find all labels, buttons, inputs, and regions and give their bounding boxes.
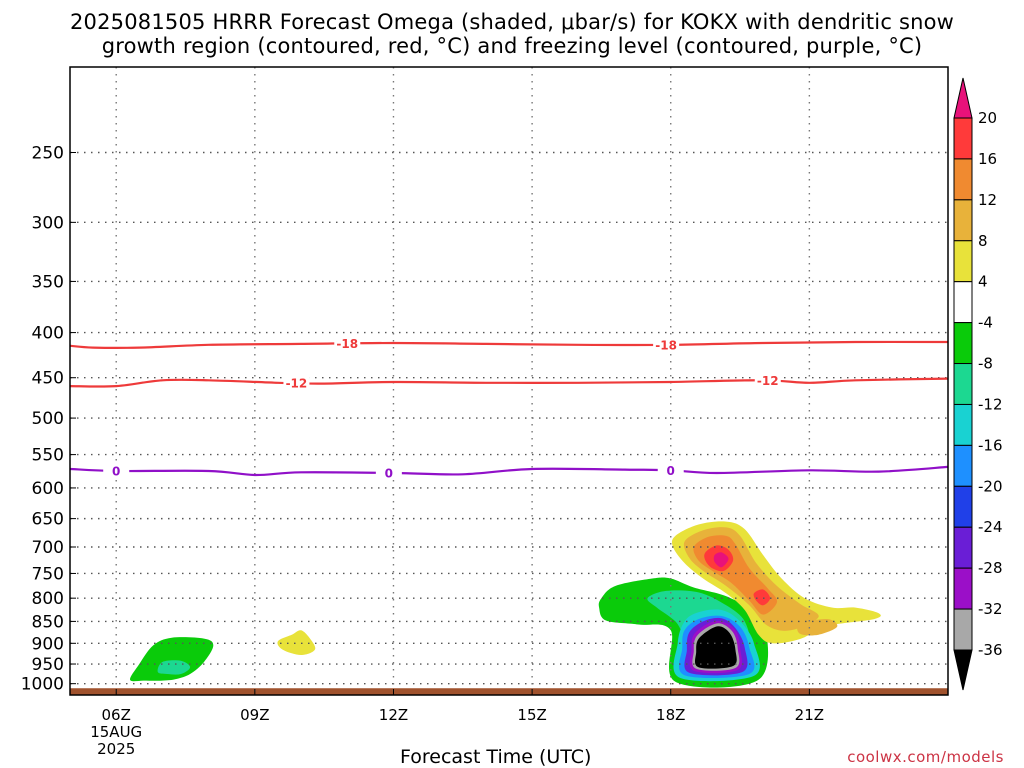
contour-label-0-2: 0 xyxy=(667,464,675,478)
y-tick-label-250: 250 xyxy=(32,143,64,163)
chart-title-line-2: growth region (contoured, red, °C) and f… xyxy=(101,34,923,58)
colorbar-box-1 xyxy=(953,158,973,201)
colorbar-box-0 xyxy=(953,117,973,160)
colorbar-label-8: -16 xyxy=(978,436,1003,454)
colorbar-label-6: -8 xyxy=(978,355,993,373)
x-tick-label-12Z: 12Z xyxy=(379,706,408,724)
contour-label-bg xyxy=(334,336,361,351)
y-tick-label-750: 750 xyxy=(32,564,64,584)
omega-region-10 xyxy=(694,626,737,669)
x-axis-title: Forecast Time (UTC) xyxy=(400,746,592,768)
plot-frame xyxy=(69,66,949,696)
colorbar-label-4: 4 xyxy=(978,273,988,291)
omega-colorbar: 20 16 12 8 4 -4 -8 -12 -16 -20 -24 -28 -32 -36 xyxy=(953,77,1003,691)
x-tick-label-06Z: 06Z xyxy=(102,706,131,724)
x-tick-label-21Z: 21Z xyxy=(795,706,824,724)
colorbar-label-5: -4 xyxy=(978,314,993,332)
colorbar-label-10: -24 xyxy=(978,518,1003,536)
contour-label-0-0: 0 xyxy=(112,464,120,478)
contour-label-bg xyxy=(754,373,781,388)
contour-label-bg xyxy=(375,465,402,480)
contour-label-bg xyxy=(103,463,130,478)
colorbar-box-5 xyxy=(953,322,973,365)
colorbar-box-10 xyxy=(953,526,973,569)
colorbar-box-11 xyxy=(953,567,973,610)
x-tick-label-18Z: 18Z xyxy=(656,706,685,724)
colorbar-box-7 xyxy=(953,403,973,446)
y-tick-label-500: 500 xyxy=(32,409,64,429)
contour-label-bg xyxy=(653,337,680,352)
credit-link[interactable]: coolwx.com/models xyxy=(847,748,1004,766)
omega-region-0 xyxy=(130,637,214,682)
x-tick-sublabel-0: 15AUG xyxy=(90,723,142,741)
omega-region-17 xyxy=(797,619,838,636)
ground-band xyxy=(70,688,948,695)
colorbar-label-3: 8 xyxy=(978,232,988,250)
colorbar-box-12 xyxy=(953,608,973,651)
y-tick-label-600: 600 xyxy=(32,479,64,499)
chart-title-line-1: 2025081505 HRRR Forecast Omega (shaded, … xyxy=(69,10,955,34)
colorbar-box-9 xyxy=(953,485,973,528)
colorbar-label-7: -12 xyxy=(978,395,1003,413)
y-tick-label-900: 900 xyxy=(32,634,64,654)
contour-label--12-0: -12 xyxy=(286,377,308,391)
contour-label-0-1: 0 xyxy=(385,466,393,480)
omega-region-16 xyxy=(753,589,771,606)
contour-line--12 xyxy=(70,377,948,388)
colorbar-box-3 xyxy=(953,240,973,283)
x-tick-sublabel-1: 2025 xyxy=(97,740,135,758)
contour-line-0 xyxy=(70,465,948,477)
omega-region-2 xyxy=(277,630,316,655)
y-tick-label-350: 350 xyxy=(32,272,64,292)
plot-area: -18 -18 -12 -12 0 0 0 xyxy=(69,66,949,696)
contour-label--18-1: -18 xyxy=(655,338,677,352)
colorbar-label-1: 16 xyxy=(978,150,997,168)
contour-label--12-1: -12 xyxy=(757,374,779,388)
colorbar-label-9: -20 xyxy=(978,477,1003,495)
omega-region-1 xyxy=(157,660,191,675)
y-tick-label-450: 450 xyxy=(32,369,64,389)
omega-region-15 xyxy=(713,552,729,568)
contour-label-bg xyxy=(657,463,684,478)
contour-label--18-0: -18 xyxy=(336,337,358,351)
x-tick-label-09Z: 09Z xyxy=(240,706,269,724)
y-tick-label-650: 650 xyxy=(32,510,64,530)
colorbar-label-11: -28 xyxy=(978,559,1003,577)
colorbar-box-2 xyxy=(953,199,973,242)
y-tick-label-1000: 1000 xyxy=(21,675,64,695)
contour-label-bg xyxy=(283,376,310,391)
colorbar-label-12: -32 xyxy=(978,600,1003,618)
y-tick-label-800: 800 xyxy=(32,589,64,609)
colorbar-box-6 xyxy=(953,363,973,405)
colorbar-top-arrow xyxy=(953,77,973,119)
contour-line--18 xyxy=(70,340,948,349)
y-tick-label-850: 850 xyxy=(32,612,64,632)
colorbar-bottom-arrow xyxy=(953,649,973,691)
y-tick-label-300: 300 xyxy=(32,213,64,233)
pressure-axis: 2503003504004505005506006507007508008509… xyxy=(21,143,76,695)
colorbar-box-8 xyxy=(953,444,973,487)
x-tick-label-15Z: 15Z xyxy=(517,706,546,724)
y-tick-label-550: 550 xyxy=(32,446,64,466)
y-tick-label-400: 400 xyxy=(32,324,64,344)
colorbar-label-2: 12 xyxy=(978,191,997,209)
colorbar-box-4 xyxy=(953,281,973,324)
y-tick-label-950: 950 xyxy=(32,655,64,675)
colorbar-label-13: -36 xyxy=(978,641,1003,659)
colorbar-label-0: 20 xyxy=(978,109,997,127)
y-tick-label-700: 700 xyxy=(32,538,64,558)
